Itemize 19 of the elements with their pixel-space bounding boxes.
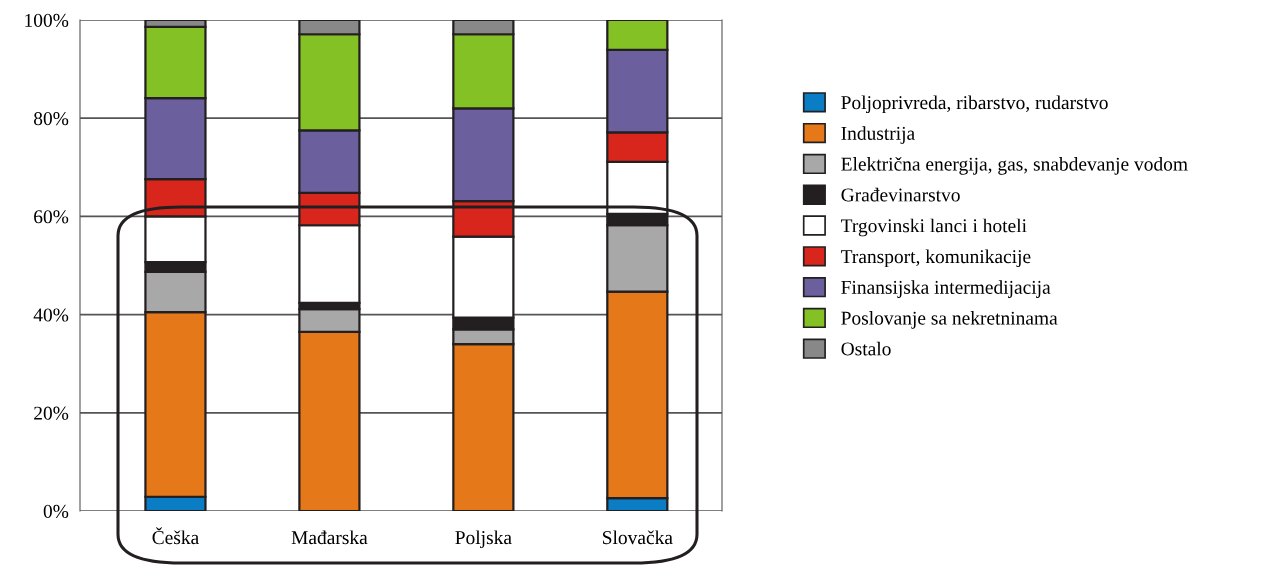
legend-label: Poljoprivreda, ribarstvo, rudarstvo [841,95,1108,114]
legend-label: Trgovinski lanci i hoteli [841,218,1027,237]
x-tick-label: Slovačka [602,530,673,545]
y-tick-label: 40% [33,308,69,322]
y-tick-label: 80% [33,112,69,126]
x-tick-label: Poljska [455,530,512,549]
y-tick-label: 0% [43,504,69,518]
legend-label: Poslovanje sa nekretninama [841,311,1058,329]
legend-label: Građevinarstvo [841,187,960,202]
legend-label: Električna energija, gas, snabdevanje vodom [841,156,1188,175]
y-tick-label: 100% [25,13,69,27]
y-tick-label: 20% [34,406,69,420]
legend-label: Ostalo [841,341,891,356]
x-tick-label: Mađarska [291,530,368,545]
legend-label: Finansijska intermedijacija [841,280,1051,298]
legend-label: Industrija [841,126,915,144]
legend-label: Transport, komunikacije [841,249,1031,268]
y-tick-label: 60% [34,210,69,224]
x-tick-label: Češka [152,527,199,545]
